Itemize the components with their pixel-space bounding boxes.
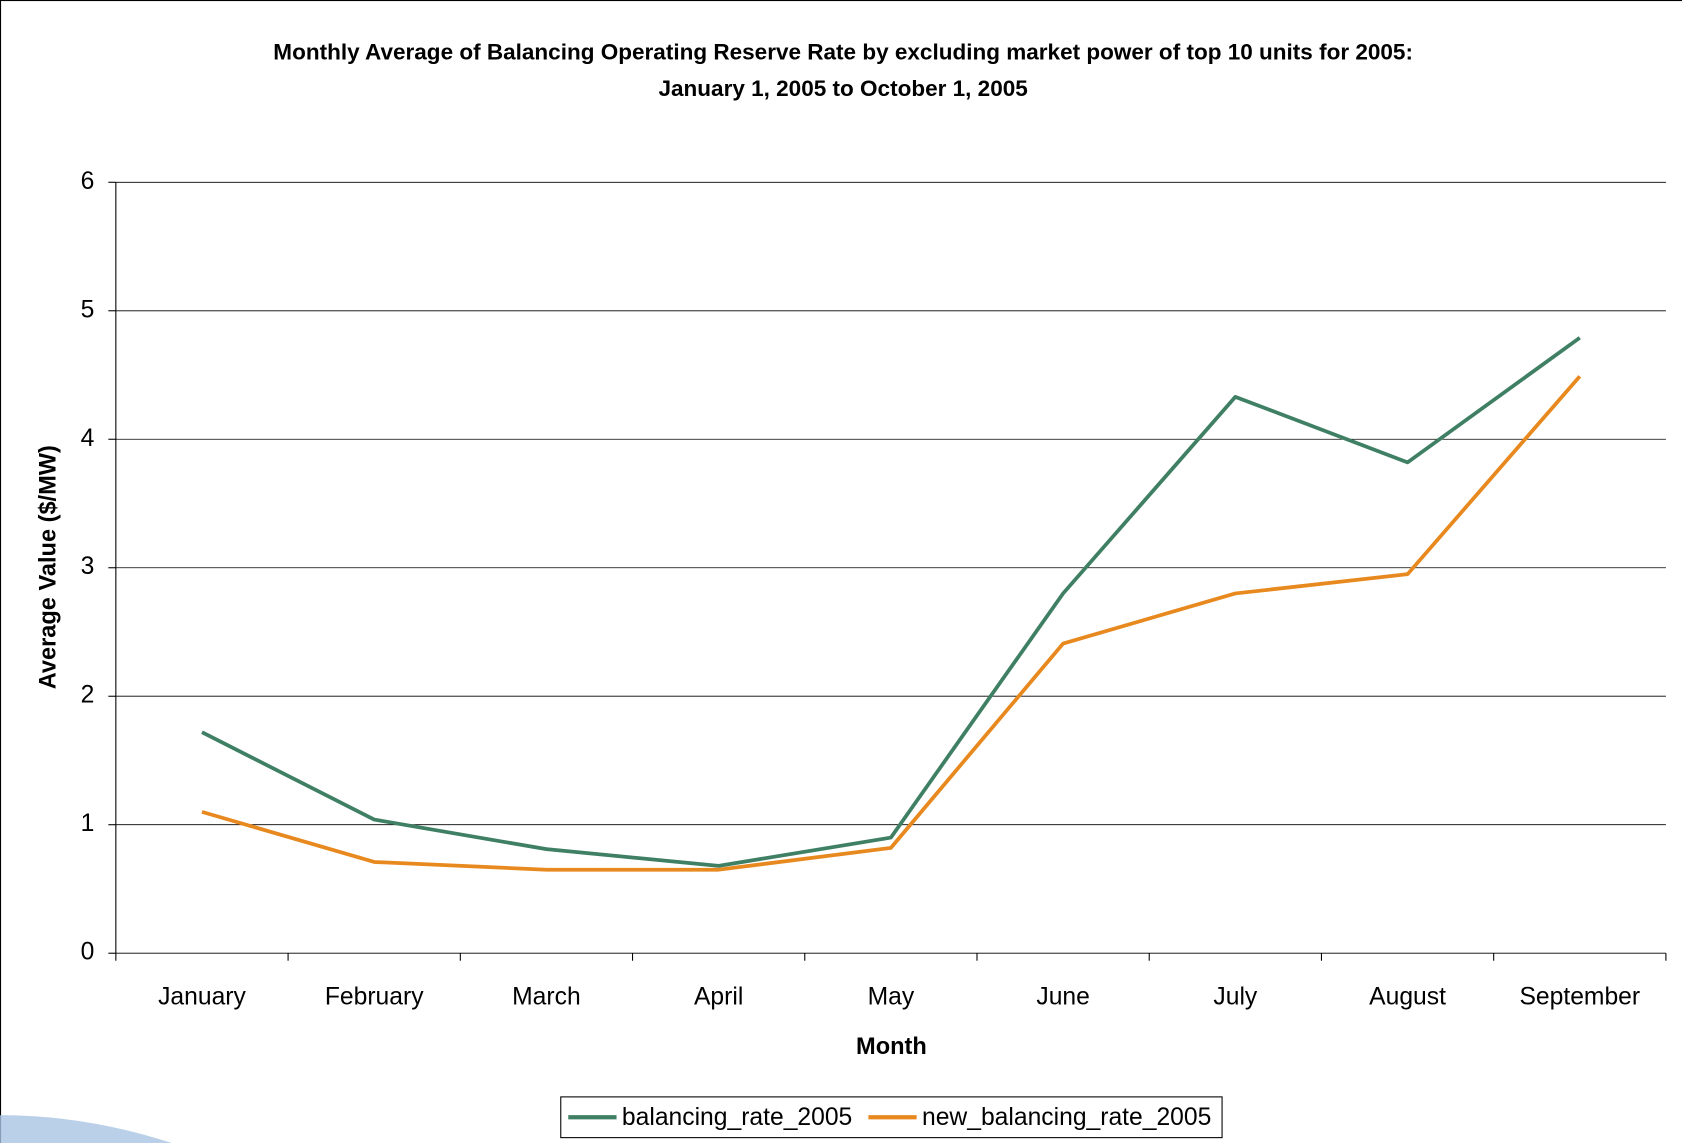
y-tick-label: 4 <box>81 425 95 452</box>
x-tick-label: May <box>868 984 915 1011</box>
x-tick-label: July <box>1213 984 1258 1011</box>
decoration <box>0 1115 172 1143</box>
x-tick-label: March <box>512 984 581 1011</box>
legend-label: balancing_rate_2005 <box>622 1104 852 1131</box>
x-tick-label: January <box>158 984 246 1011</box>
y-tick-label: 6 <box>81 168 95 195</box>
y-axis-title: Average Value ($/MW) <box>35 445 61 689</box>
legend-label: new_balancing_rate_2005 <box>922 1104 1211 1131</box>
x-tick-label: August <box>1369 984 1446 1011</box>
line-series <box>201 336 1581 868</box>
legend: balancing_rate_2005 new_balancing_rate_20… <box>560 1096 1223 1139</box>
y-tick-label: 2 <box>81 682 95 709</box>
y-tick-label: 1 <box>81 810 95 837</box>
line-series <box>201 375 1582 872</box>
x-tick-label: February <box>325 984 424 1011</box>
y-tick-label: 5 <box>81 296 95 323</box>
x-tick-label: June <box>1036 984 1089 1011</box>
chart-subtitle: January 1, 2005 to October 1, 2005 <box>659 76 1028 101</box>
y-tick-label: 3 <box>81 553 95 580</box>
x-axis-title: Month <box>856 1033 927 1059</box>
y-tick-label: 0 <box>81 939 95 966</box>
chart-title: Monthly Average of Balancing Operating R… <box>273 40 1413 65</box>
x-tick-label: September <box>1519 984 1640 1011</box>
x-tick-label: April <box>694 984 743 1011</box>
